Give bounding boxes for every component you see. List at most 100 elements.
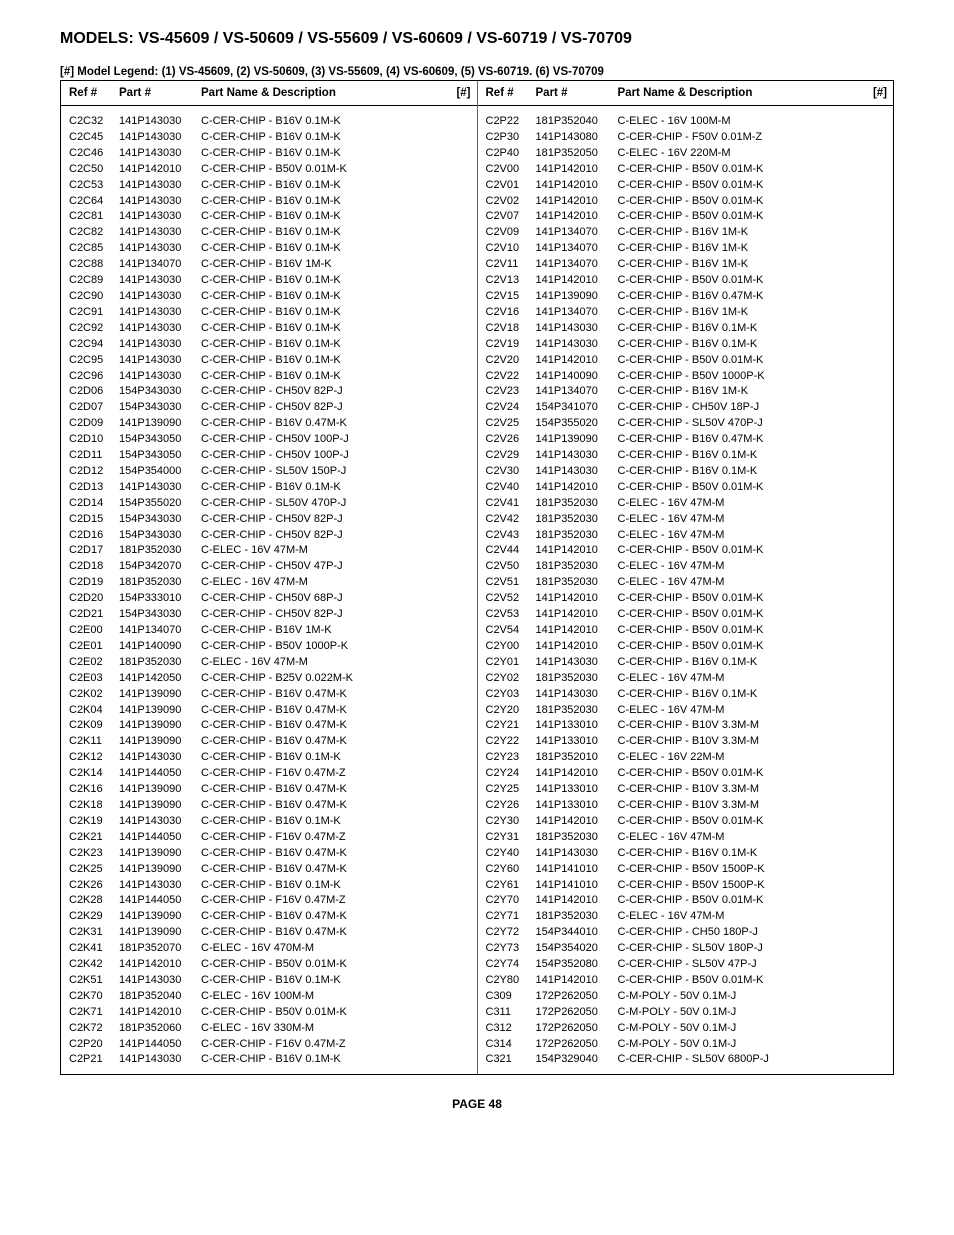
cell-hash [867,1005,887,1021]
table-row: C2K70181P352040C-ELEC - 16V 100M-M [69,989,471,1005]
cell-part: 141P143030 [536,464,618,480]
cell-ref: C2V10 [486,241,536,257]
table-row: C2V30141P143030C-CER-CHIP - B16V 0.1M-K [486,464,888,480]
cell-ref: C2C88 [69,257,119,273]
cell-ref: C2Y25 [486,782,536,798]
cell-ref: C2P40 [486,146,536,162]
cell-part: 141P143030 [119,178,201,194]
cell-desc: C-ELEC - 16V 330M-M [201,1021,451,1037]
cell-hash [867,432,887,448]
table-row: C2V13141P142010C-CER-CHIP - B50V 0.01M-K [486,273,888,289]
cell-desc: C-CER-CHIP - B10V 3.3M-M [618,718,868,734]
table-row: C2C81141P143030C-CER-CHIP - B16V 0.1M-K [69,209,471,225]
cell-part: 141P143030 [119,814,201,830]
cell-desc: C-CER-CHIP - B50V 0.01M-K [618,194,868,210]
cell-desc: C-CER-CHIP - B16V 1M-K [201,257,451,273]
table-row: C2Y61141P141010C-CER-CHIP - B50V 1500P-K [486,878,888,894]
table-row: C2E03141P142050C-CER-CHIP - B25V 0.022M-… [69,671,471,687]
table-row: C2D14154P355020C-CER-CHIP - SL50V 470P-J [69,496,471,512]
cell-part: 181P352030 [536,496,618,512]
cell-ref: C2P21 [69,1052,119,1068]
cell-hash [867,321,887,337]
cell-desc: C-CER-CHIP - B16V 0.1M-K [201,273,451,289]
cell-desc: C-CER-CHIP - CH50V 82P-J [201,512,451,528]
table-row: C2D15154P343030C-CER-CHIP - CH50V 82P-J [69,512,471,528]
cell-desc: C-CER-CHIP - CH50V 82P-J [201,607,451,623]
cell-hash [451,448,471,464]
cell-hash [867,750,887,766]
table-row: C2V50181P352030C-ELEC - 16V 47M-M [486,559,888,575]
cell-desc: C-M-POLY - 50V 0.1M-J [618,1021,868,1037]
cell-hash [867,655,887,671]
cell-hash [451,862,471,878]
cell-desc: C-ELEC - 16V 47M-M [618,559,868,575]
cell-part: 141P144050 [119,893,201,909]
cell-hash [867,893,887,909]
cell-hash [867,862,887,878]
cell-part: 141P142010 [119,1005,201,1021]
cell-part: 141P142010 [536,607,618,623]
cell-part: 141P140090 [536,369,618,385]
table-row: C2V53141P142010C-CER-CHIP - B50V 0.01M-K [486,607,888,623]
cell-ref: C2V11 [486,257,536,273]
cell-ref: C2Y40 [486,846,536,862]
cell-desc: C-CER-CHIP - B16V 0.1M-K [201,146,451,162]
cell-desc: C-CER-CHIP - B16V 0.47M-K [618,432,868,448]
cell-ref: C2Y72 [486,925,536,941]
cell-ref: C2K28 [69,893,119,909]
cell-desc: C-CER-CHIP - B50V 0.01M-K [618,814,868,830]
cell-part: 141P141010 [536,862,618,878]
cell-hash [867,369,887,385]
cell-desc: C-CER-CHIP - B16V 0.1M-K [201,337,451,353]
cell-ref: C2V19 [486,337,536,353]
cell-hash [867,718,887,734]
cell-ref: C2Y01 [486,655,536,671]
cell-hash [867,384,887,400]
right-body: C2P22181P352040C-ELEC - 16V 100M-MC2P301… [478,106,894,1074]
cell-hash [867,798,887,814]
cell-ref: C2C92 [69,321,119,337]
cell-ref: C2C32 [69,114,119,130]
table-row: C2V26141P139090C-CER-CHIP - B16V 0.47M-K [486,432,888,448]
table-row: C2V42181P352030C-ELEC - 16V 47M-M [486,512,888,528]
cell-part: 141P143030 [119,241,201,257]
model-legend: [#] Model Legend: (1) VS-45609, (2) VS-5… [60,66,894,78]
cell-part: 141P142010 [536,591,618,607]
cell-hash [451,543,471,559]
table-row: C2K42141P142010C-CER-CHIP - B50V 0.01M-K [69,957,471,973]
cell-hash [451,353,471,369]
cell-hash [451,528,471,544]
cell-hash [451,1021,471,1037]
cell-ref: C2C91 [69,305,119,321]
cell-part: 154P343030 [119,384,201,400]
cell-hash [451,273,471,289]
table-row: C2K28141P144050C-CER-CHIP - F16V 0.47M-Z [69,893,471,909]
cell-desc: C-ELEC - 16V 47M-M [618,909,868,925]
cell-part: 141P134070 [119,257,201,273]
table-row: C2D10154P343050C-CER-CHIP - CH50V 100P-J [69,432,471,448]
cell-desc: C-CER-CHIP - B16V 0.47M-K [201,925,451,941]
cell-hash [451,607,471,623]
cell-desc: C-CER-CHIP - CH50V 100P-J [201,448,451,464]
table-row: C2V52141P142010C-CER-CHIP - B50V 0.01M-K [486,591,888,607]
table-row: C2V29141P143030C-CER-CHIP - B16V 0.1M-K [486,448,888,464]
cell-desc: C-CER-CHIP - B50V 0.01M-K [201,162,451,178]
cell-ref: C2V41 [486,496,536,512]
cell-hash [451,464,471,480]
cell-desc: C-CER-CHIP - F16V 0.47M-Z [201,893,451,909]
cell-desc: C-CER-CHIP - B50V 0.01M-K [201,1005,451,1021]
cell-ref: C2K42 [69,957,119,973]
cell-hash [451,369,471,385]
cell-desc: C-CER-CHIP - B16V 1M-K [618,305,868,321]
cell-part: 154P355020 [536,416,618,432]
cell-ref: C2V25 [486,416,536,432]
cell-hash [451,241,471,257]
cell-ref: C2Y73 [486,941,536,957]
table-row: C2Y70141P142010C-CER-CHIP - B50V 0.01M-K [486,893,888,909]
cell-ref: C2V22 [486,369,536,385]
hdr-ref: Ref # [486,87,536,99]
cell-desc: C-CER-CHIP - B16V 0.47M-K [201,718,451,734]
cell-part: 141P139090 [119,782,201,798]
cell-desc: C-CER-CHIP - B50V 0.01M-K [618,639,868,655]
cell-desc: C-M-POLY - 50V 0.1M-J [618,989,868,1005]
